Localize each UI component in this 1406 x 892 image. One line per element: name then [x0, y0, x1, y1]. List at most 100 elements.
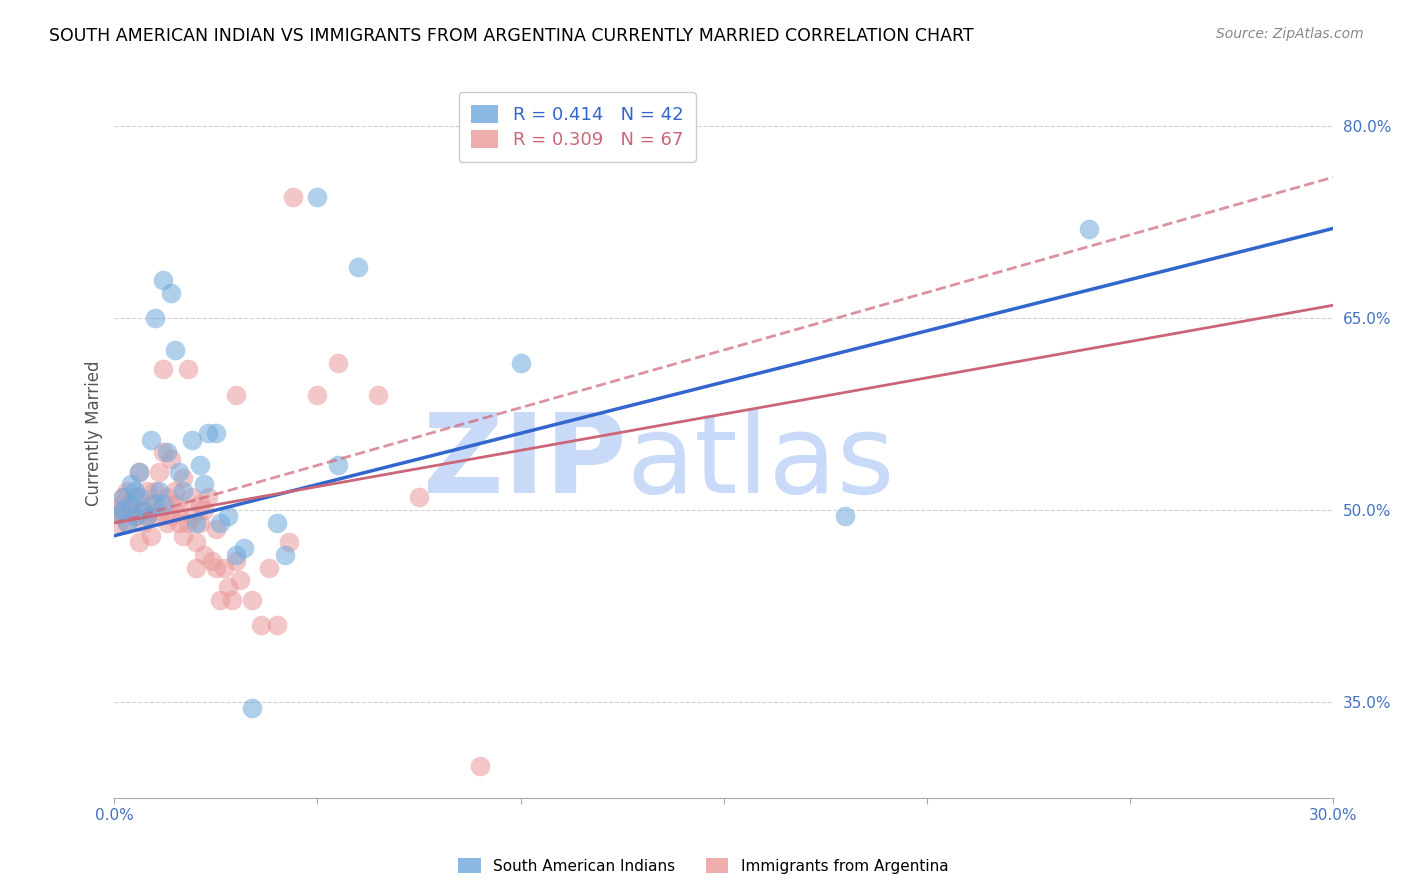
Point — [132, 516, 155, 530]
Point — [128, 490, 150, 504]
Point — [128, 465, 150, 479]
Point — [132, 503, 155, 517]
Point — [160, 285, 183, 300]
Point — [120, 497, 142, 511]
Point — [107, 503, 129, 517]
Point — [188, 516, 211, 530]
Point — [111, 509, 134, 524]
Point — [120, 477, 142, 491]
Point — [148, 509, 170, 524]
Point — [165, 343, 187, 357]
Point — [128, 465, 150, 479]
Point — [225, 548, 247, 562]
Point — [509, 356, 531, 370]
Point — [111, 490, 134, 504]
Point — [135, 509, 157, 524]
Point — [217, 580, 239, 594]
Point — [184, 560, 207, 574]
Point — [281, 189, 304, 203]
Point — [834, 509, 856, 524]
Point — [143, 503, 166, 517]
Point — [257, 560, 280, 574]
Point — [184, 516, 207, 530]
Point — [197, 426, 219, 441]
Point — [212, 560, 235, 574]
Point — [180, 509, 202, 524]
Point — [266, 618, 288, 632]
Point — [347, 260, 370, 274]
Point — [193, 477, 215, 491]
Point — [111, 503, 134, 517]
Point — [468, 759, 491, 773]
Point — [249, 618, 271, 632]
Text: ZIP: ZIP — [423, 409, 626, 516]
Point — [128, 535, 150, 549]
Point — [184, 535, 207, 549]
Point — [217, 509, 239, 524]
Point — [326, 458, 349, 473]
Point — [225, 388, 247, 402]
Point — [115, 483, 138, 498]
Legend: South American Indians, Immigrants from Argentina: South American Indians, Immigrants from … — [451, 852, 955, 880]
Point — [266, 516, 288, 530]
Point — [152, 273, 174, 287]
Point — [124, 490, 146, 504]
Point — [278, 535, 301, 549]
Point — [152, 362, 174, 376]
Point — [176, 362, 198, 376]
Point — [208, 592, 231, 607]
Point — [233, 541, 256, 556]
Point — [326, 356, 349, 370]
Point — [169, 503, 191, 517]
Point — [225, 554, 247, 568]
Point — [1078, 221, 1101, 235]
Point — [197, 490, 219, 504]
Point — [205, 560, 228, 574]
Point — [124, 509, 146, 524]
Point — [156, 445, 179, 459]
Point — [180, 490, 202, 504]
Point — [124, 509, 146, 524]
Point — [107, 516, 129, 530]
Point — [111, 490, 134, 504]
Point — [208, 516, 231, 530]
Point — [120, 503, 142, 517]
Point — [274, 548, 297, 562]
Point — [188, 458, 211, 473]
Point — [201, 554, 224, 568]
Point — [111, 497, 134, 511]
Point — [176, 516, 198, 530]
Point — [139, 529, 162, 543]
Point — [242, 701, 264, 715]
Text: Source: ZipAtlas.com: Source: ZipAtlas.com — [1216, 27, 1364, 41]
Point — [120, 497, 142, 511]
Point — [367, 388, 389, 402]
Point — [107, 507, 129, 521]
Point — [148, 465, 170, 479]
Point — [172, 483, 194, 498]
Point — [193, 548, 215, 562]
Point — [307, 388, 329, 402]
Point — [165, 497, 187, 511]
Point — [169, 516, 191, 530]
Point — [152, 445, 174, 459]
Point — [148, 483, 170, 498]
Point — [124, 483, 146, 498]
Point — [160, 509, 183, 524]
Point — [143, 483, 166, 498]
Point — [307, 189, 329, 203]
Point — [132, 503, 155, 517]
Point — [172, 471, 194, 485]
Point — [205, 522, 228, 536]
Point — [139, 433, 162, 447]
Text: atlas: atlas — [626, 409, 894, 516]
Point — [172, 529, 194, 543]
Point — [115, 516, 138, 530]
Y-axis label: Currently Married: Currently Married — [86, 360, 103, 506]
Legend: R = 0.414   N = 42, R = 0.309   N = 67: R = 0.414 N = 42, R = 0.309 N = 67 — [458, 92, 696, 161]
Point — [115, 516, 138, 530]
Point — [152, 497, 174, 511]
Point — [205, 426, 228, 441]
Point — [135, 509, 157, 524]
Point — [221, 592, 243, 607]
